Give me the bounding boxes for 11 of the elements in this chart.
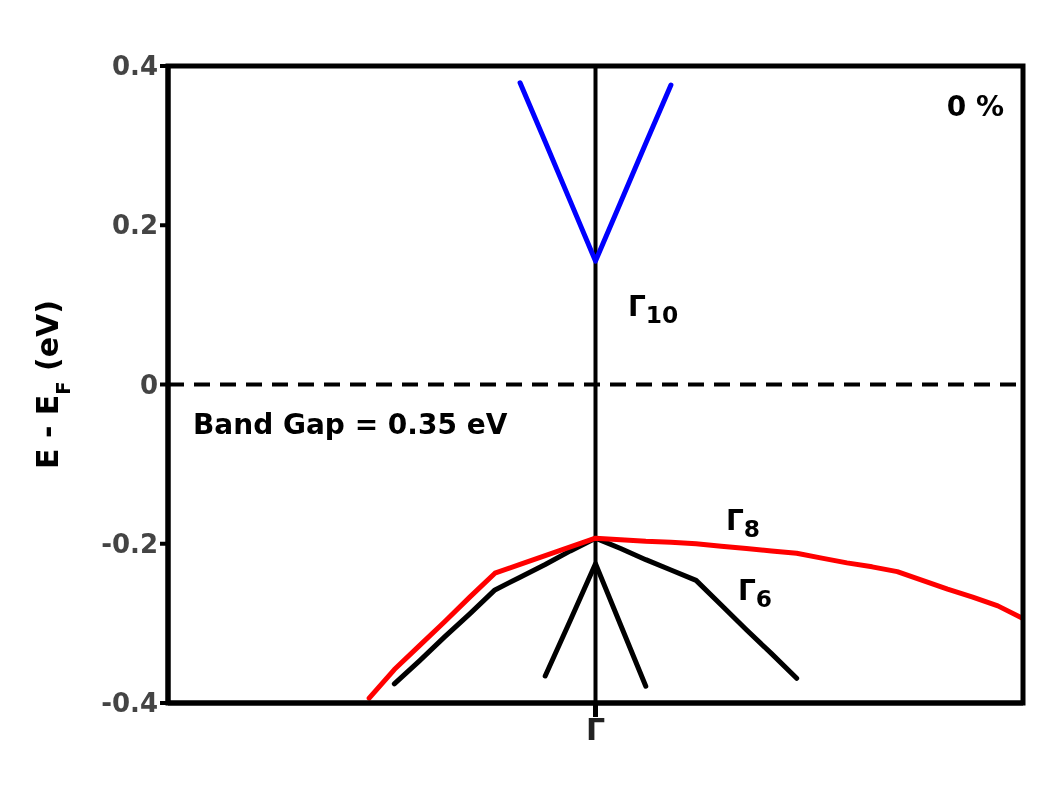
y-tick-label: 0.2: [111, 210, 158, 241]
y-tick-label: 0: [139, 369, 158, 400]
y-tick-label: 0.4: [111, 51, 158, 82]
annotation: 0 %: [946, 90, 1004, 123]
annotation: Band Gap = 0.35 eV: [193, 408, 508, 441]
annotation: Γ$_{6}$: [738, 574, 773, 613]
annotation: Γ$_{10}$: [628, 290, 679, 329]
annotation: Γ$_{8}$: [726, 504, 761, 543]
y-tick-label: -0.4: [101, 688, 158, 719]
x-tick-label: Γ: [585, 712, 606, 748]
y-tick-label: -0.2: [101, 528, 158, 559]
